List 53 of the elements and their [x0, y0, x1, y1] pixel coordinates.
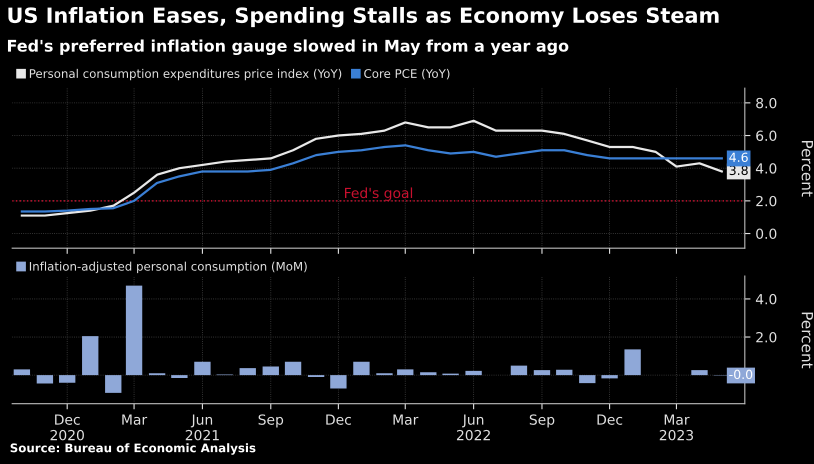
x-tick-label: Mar 2023: [660, 414, 694, 440]
y-tick-label: 2.0: [756, 332, 776, 342]
bar: [397, 369, 414, 376]
bar: [601, 375, 618, 378]
bar: [171, 375, 188, 378]
bar: [14, 369, 30, 376]
x-tick-label: Dec: [598, 414, 622, 425]
bar: [36, 375, 54, 384]
y-tick-label: 2.0: [756, 196, 776, 206]
chart-subtitle: Fed's preferred inflation gauge slowed in May from a year ago: [8, 39, 568, 56]
bar: [82, 336, 98, 376]
line-series: [20, 120, 723, 217]
x-tick-label: Mar: [394, 414, 418, 425]
x-tick-label: Dec: [326, 414, 351, 425]
legend-label: Inflation-adjusted personal consumption (MoM): [30, 262, 307, 274]
x-tick-label: Jun 2021: [186, 414, 219, 440]
bar: [353, 362, 370, 376]
bar: [126, 286, 142, 376]
bar: [105, 375, 122, 393]
line-series: [20, 144, 723, 213]
x-tick-label: Sep: [530, 414, 554, 428]
bar: [59, 375, 76, 383]
x-tick-label: Jun 2022: [456, 414, 490, 440]
y-tick-label: 6.0: [756, 130, 776, 142]
bar: [262, 366, 279, 376]
y-axis-title: Percent: [802, 312, 813, 368]
bar: [556, 370, 572, 376]
bar: [194, 362, 211, 376]
x-tick-label: Dec 2020: [50, 414, 84, 440]
bar: [691, 370, 708, 376]
legend-label: Core PCE (YoY): [364, 68, 450, 80]
bar: [579, 375, 596, 384]
bar: [284, 362, 302, 376]
bar: [534, 370, 550, 376]
data-label: 4.6: [729, 152, 748, 162]
legend-label: Personal consumption expenditures price index (YoY): [30, 68, 342, 80]
bar: [624, 349, 641, 376]
chart-title: US Inflation Eases, Spending Stalls as Economy Loses Steam: [8, 6, 719, 28]
ref-line-label: Fed's goal: [345, 187, 412, 201]
source-note: Source: Bureau of Economic Analysis: [10, 443, 256, 455]
y-axis-title: Percent: [802, 140, 813, 197]
y-tick-label: 4.0: [756, 163, 776, 174]
y-tick-label: 8.0: [756, 98, 776, 108]
bar: [510, 366, 528, 376]
bar: [465, 370, 482, 376]
x-tick-label: Mar: [122, 414, 148, 425]
bar: [330, 375, 347, 388]
x-tick-label: Sep: [258, 414, 284, 428]
y-tick-label: 0.0: [756, 228, 776, 240]
bar: [240, 368, 256, 376]
data-label: -0.0: [729, 370, 752, 380]
y-tick-label: 4.0: [756, 294, 776, 304]
data-label: 3.8: [730, 166, 748, 176]
